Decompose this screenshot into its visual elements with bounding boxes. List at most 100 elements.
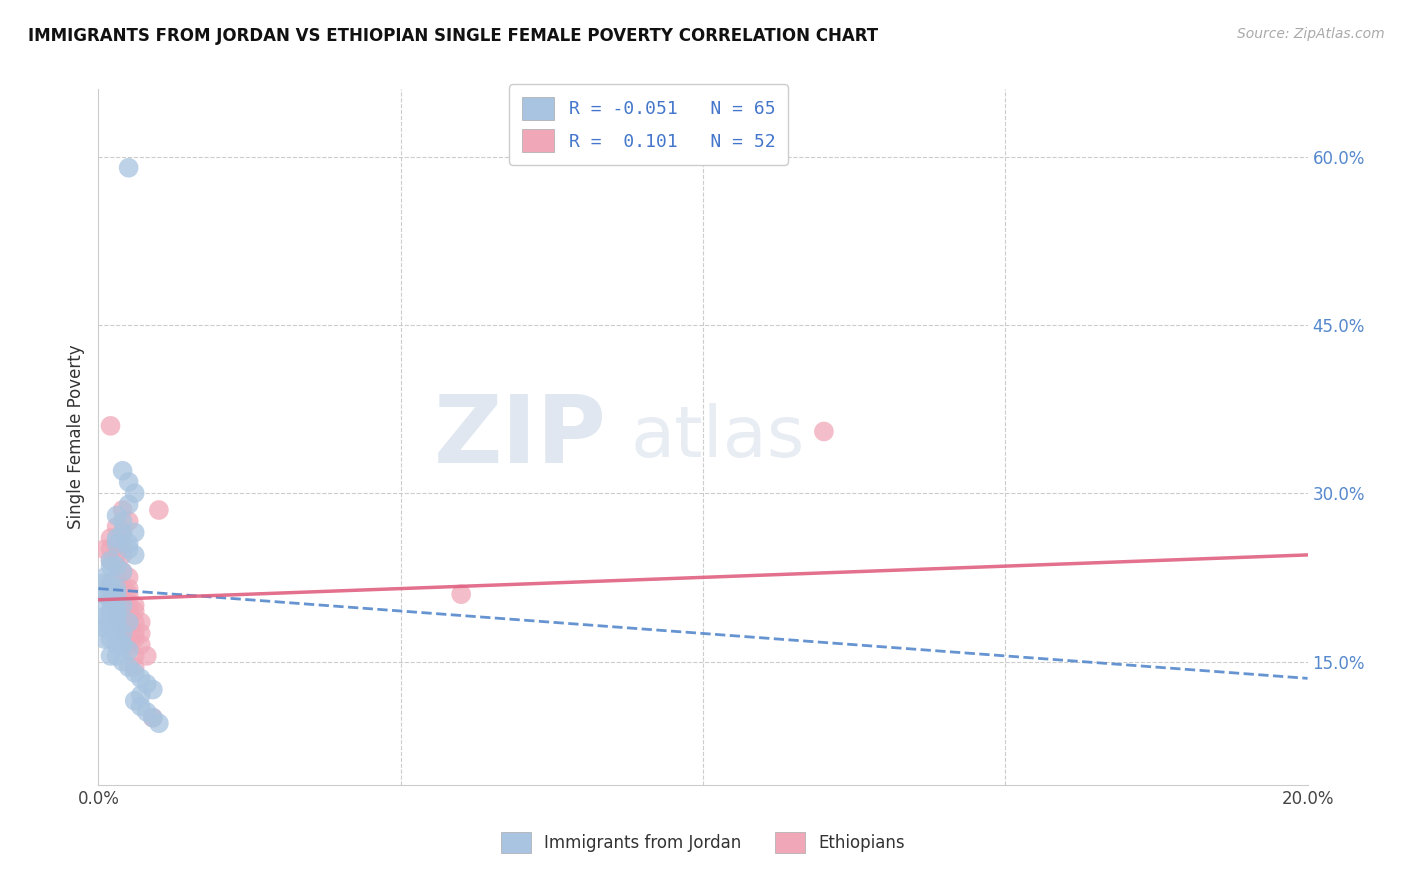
Point: [105, 587, 128, 601]
Point: [118, 514, 141, 528]
Point: [124, 694, 146, 708]
Point: [135, 648, 157, 663]
Point: [111, 514, 134, 528]
Text: ZIP: ZIP: [433, 391, 606, 483]
Point: [111, 638, 134, 652]
Point: [124, 599, 146, 613]
Point: [111, 525, 134, 540]
Point: [124, 648, 146, 663]
Point: [135, 705, 157, 719]
Point: [142, 711, 165, 725]
Point: [111, 655, 134, 669]
Point: [93, 570, 115, 584]
Point: [124, 525, 146, 540]
Point: [93, 587, 115, 601]
Point: [148, 503, 170, 517]
Point: [105, 638, 128, 652]
Point: [118, 643, 141, 657]
Point: [124, 486, 146, 500]
Point: [111, 537, 134, 551]
Point: [118, 587, 141, 601]
Point: [93, 632, 115, 646]
Point: [93, 621, 115, 635]
Point: [129, 615, 152, 630]
Point: [105, 548, 128, 562]
Point: [93, 609, 115, 624]
Point: [118, 599, 141, 613]
Point: [118, 570, 141, 584]
Point: [118, 161, 141, 175]
Point: [105, 626, 128, 640]
Point: [100, 553, 122, 567]
Point: [118, 537, 141, 551]
Point: [124, 615, 146, 630]
Point: [100, 592, 122, 607]
Point: [118, 615, 141, 630]
Point: [93, 587, 115, 601]
Point: [118, 638, 141, 652]
Point: [124, 660, 146, 674]
Text: IMMIGRANTS FROM JORDAN VS ETHIOPIAN SINGLE FEMALE POVERTY CORRELATION CHART: IMMIGRANTS FROM JORDAN VS ETHIOPIAN SING…: [28, 27, 879, 45]
Point: [105, 609, 128, 624]
Text: Source: ZipAtlas.com: Source: ZipAtlas.com: [1237, 27, 1385, 41]
Point: [105, 609, 128, 624]
Point: [100, 559, 122, 574]
Point: [813, 425, 835, 439]
Point: [105, 520, 128, 534]
Point: [100, 604, 122, 618]
Point: [111, 548, 134, 562]
Point: [111, 464, 134, 478]
Point: [111, 582, 134, 596]
Point: [105, 559, 128, 574]
Point: [100, 531, 122, 545]
Point: [105, 599, 128, 613]
Point: [105, 592, 128, 607]
Point: [111, 609, 134, 624]
Point: [129, 699, 152, 714]
Point: [100, 553, 122, 567]
Point: [142, 682, 165, 697]
Point: [93, 615, 115, 630]
Legend: Immigrants from Jordan, Ethiopians: Immigrants from Jordan, Ethiopians: [495, 825, 911, 860]
Point: [105, 531, 128, 545]
Y-axis label: Single Female Poverty: Single Female Poverty: [66, 345, 84, 529]
Point: [93, 576, 115, 591]
Point: [111, 599, 134, 613]
Point: [105, 587, 128, 601]
Point: [124, 626, 146, 640]
Point: [105, 604, 128, 618]
Point: [105, 615, 128, 630]
Point: [118, 582, 141, 596]
Point: [118, 475, 141, 489]
Point: [100, 621, 122, 635]
Point: [124, 548, 146, 562]
Point: [124, 665, 146, 680]
Point: [111, 587, 134, 601]
Point: [111, 525, 134, 540]
Text: atlas: atlas: [630, 402, 804, 472]
Point: [100, 582, 122, 596]
Point: [129, 671, 152, 685]
Point: [111, 599, 134, 613]
Point: [129, 626, 152, 640]
Point: [100, 632, 122, 646]
Point: [111, 503, 134, 517]
Point: [111, 604, 134, 618]
Point: [93, 542, 115, 557]
Point: [118, 621, 141, 635]
Point: [111, 565, 134, 579]
Point: [100, 609, 122, 624]
Point: [100, 576, 122, 591]
Point: [105, 604, 128, 618]
Point: [118, 542, 141, 557]
Point: [100, 576, 122, 591]
Point: [129, 638, 152, 652]
Point: [100, 592, 122, 607]
Point: [118, 615, 141, 630]
Point: [100, 592, 122, 607]
Point: [118, 660, 141, 674]
Point: [450, 587, 472, 601]
Point: [105, 632, 128, 646]
Point: [100, 542, 122, 557]
Point: [111, 621, 134, 635]
